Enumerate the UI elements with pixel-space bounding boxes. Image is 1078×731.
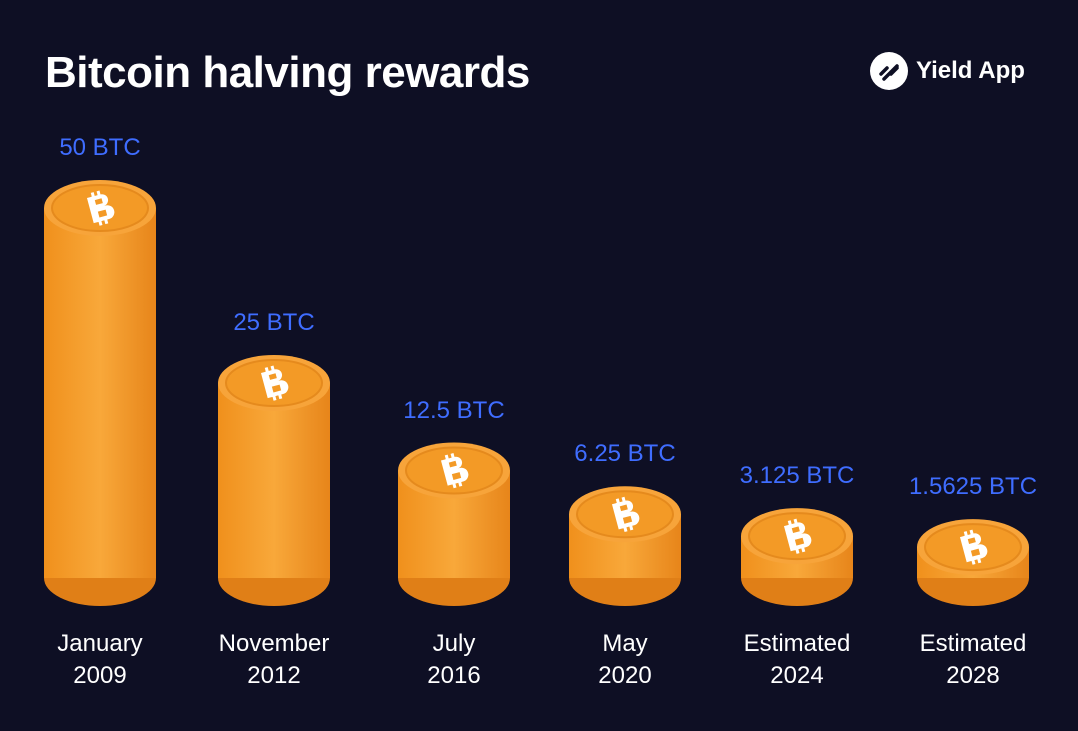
value-label: 6.25 BTC [574,440,676,468]
brand-icon [870,52,908,90]
coin-body [44,208,156,578]
value-label: 12.5 BTC [403,396,505,424]
category-label: July 2016 [427,630,481,689]
brand-logo: Yield App [870,52,1025,90]
value-label: 50 BTC [59,134,141,161]
coin-body [218,383,330,578]
category-label: Estimated 2024 [743,630,851,689]
coin-stack [218,355,330,606]
value-label: 1.5625 BTC [908,473,1038,501]
brand-name: Yield App [916,57,1025,84]
coin-stack [398,442,510,606]
value-label: 25 BTC [233,309,315,336]
category-label: Estimated 2028 [919,630,1027,689]
coin-stack [917,519,1029,606]
chart-title: Bitcoin halving rewards [45,48,530,97]
coin-stack [741,508,853,606]
coin-stack [569,486,681,606]
category-label: January 2009 [57,630,143,689]
category-label: November 2012 [218,630,330,689]
category-label: May 2020 [598,630,652,689]
coin-stack [44,180,156,606]
value-label: 3.125 BTC [739,462,855,490]
